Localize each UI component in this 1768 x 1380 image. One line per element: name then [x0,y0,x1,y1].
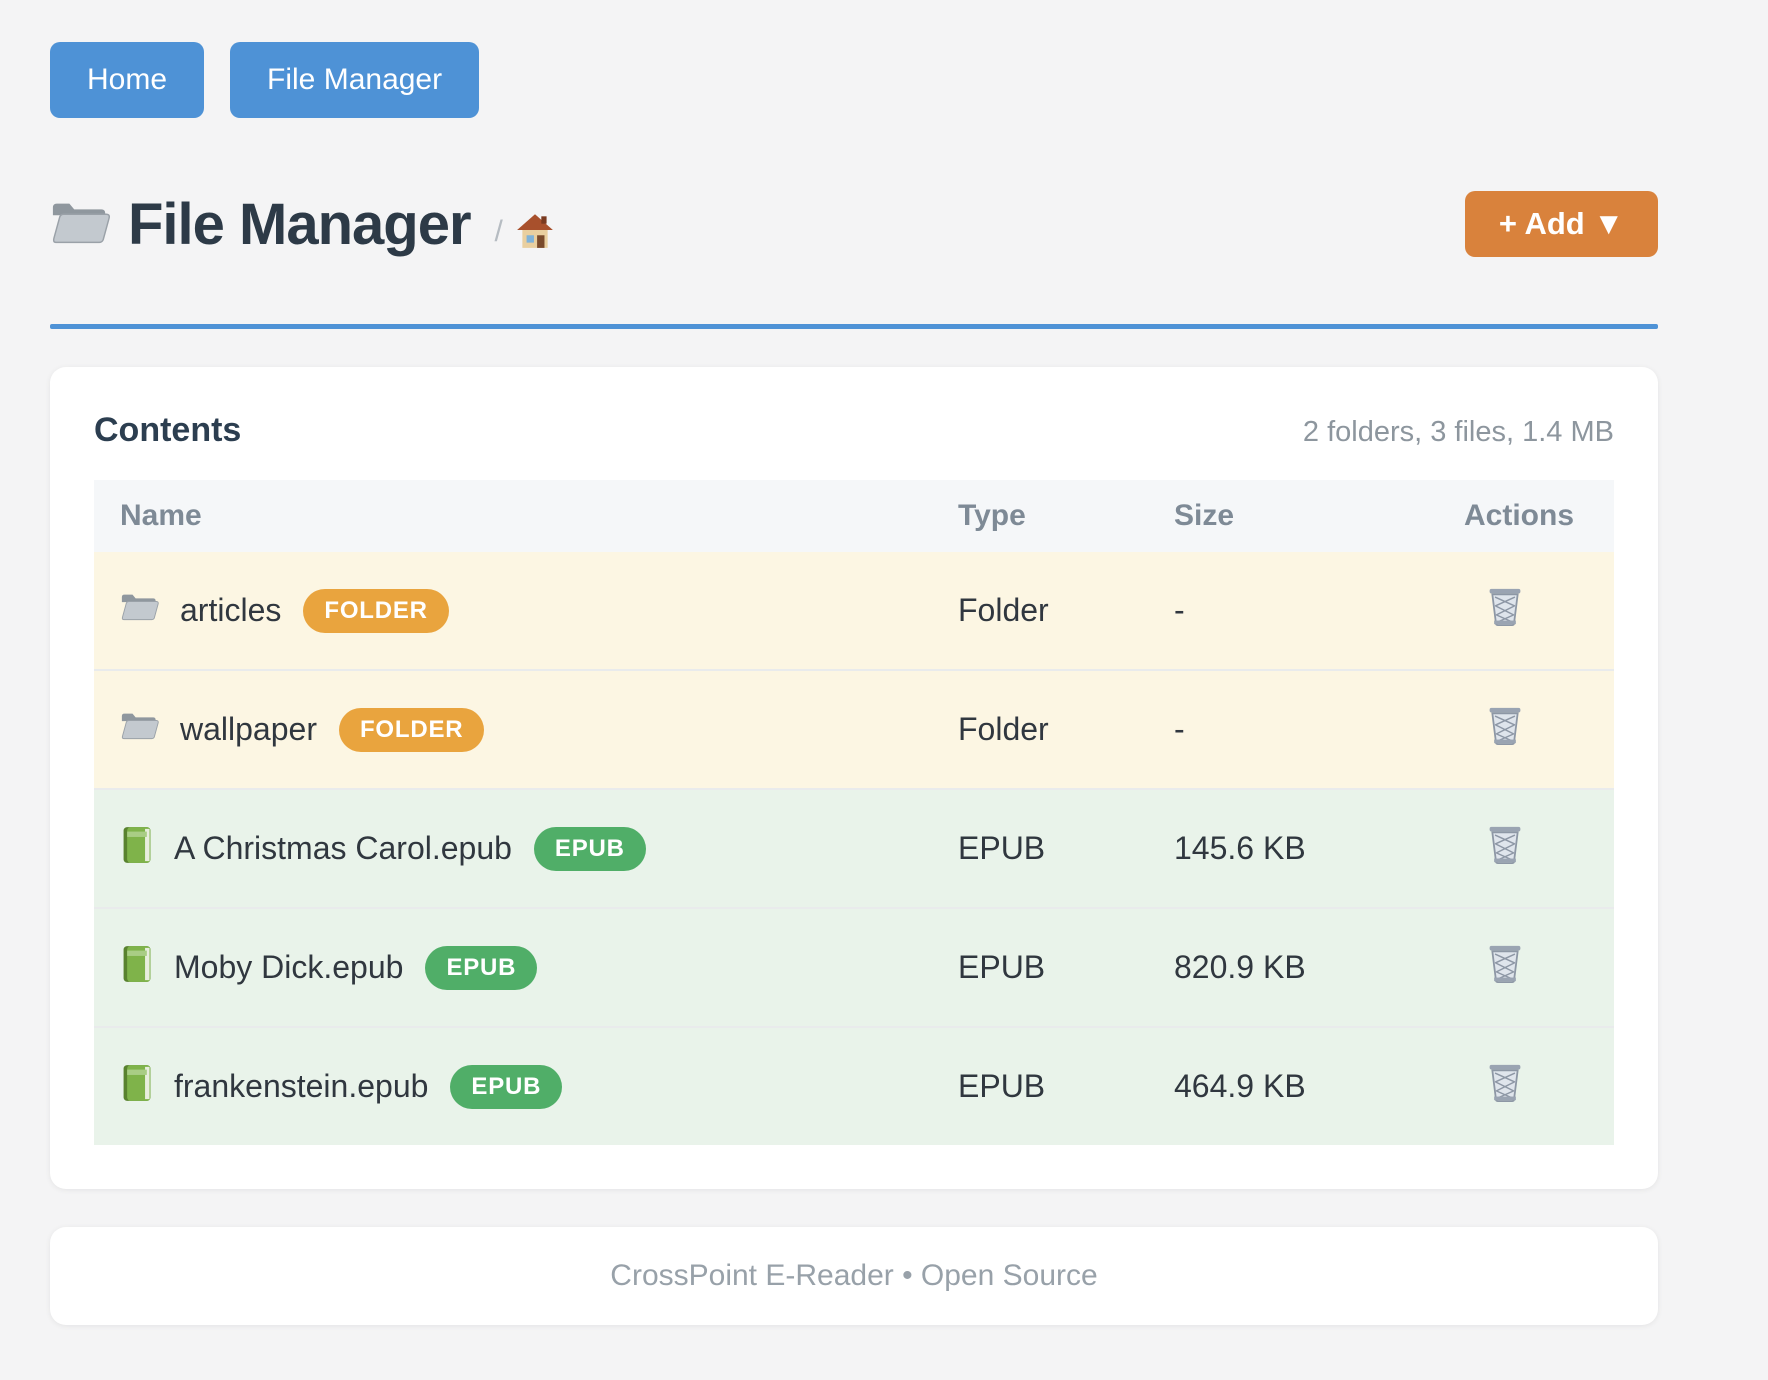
file-name-link[interactable]: articles [180,592,281,629]
file-type-cell: EPUB [958,1027,1174,1145]
trash-icon [1486,853,1524,868]
file-size-cell: - [1174,552,1464,670]
column-header-size: Size [1174,480,1464,552]
file-size-cell: 464.9 KB [1174,1027,1464,1145]
file-table: NameTypeSizeActions articles FOLDER Fold… [94,480,1614,1145]
trash-icon [1486,734,1524,749]
file-table-head-row: NameTypeSizeActions [94,480,1614,552]
house-icon[interactable] [515,210,555,255]
file-table-body: articles FOLDER Folder - wallpaper FOLDE… [94,552,1614,1145]
book-icon [120,825,154,873]
contents-card: Contents 2 folders, 3 files, 1.4 MB Name… [50,367,1658,1189]
file-name-link[interactable]: wallpaper [180,711,317,748]
trash-icon [1486,615,1524,630]
page-title: File Manager [128,191,471,258]
table-row[interactable]: wallpaper FOLDER Folder - [94,670,1614,789]
breadcrumb-separator: / [495,215,503,249]
add-button[interactable]: + Add ▼ [1465,191,1658,257]
column-header-actions: Actions [1464,480,1614,552]
table-row[interactable]: A Christmas Carol.epub EPUB EPUB 145.6 K… [94,789,1614,908]
table-row[interactable]: Moby Dick.epub EPUB EPUB 820.9 KB [94,908,1614,1027]
contents-heading: Contents [94,411,241,450]
file-name-link[interactable]: Moby Dick.epub [174,949,403,986]
folder-icon [50,197,112,252]
page-header: File Manager / + Add ▼ [50,184,1658,264]
folder-icon [120,709,160,750]
header-divider [50,324,1658,329]
footer-card: CrossPoint E-Reader • Open Source [50,1227,1658,1325]
book-icon [120,944,154,992]
book-icon [120,1063,154,1111]
table-row[interactable]: articles FOLDER Folder - [94,552,1614,670]
table-row[interactable]: frankenstein.epub EPUB EPUB 464.9 KB [94,1027,1614,1145]
file-size-cell: - [1174,670,1464,789]
file-size-cell: 145.6 KB [1174,789,1464,908]
column-header-type: Type [958,480,1174,552]
file-type-badge: FOLDER [303,589,448,633]
page: Home File Manager File Manager / + Add ▼… [50,0,1658,1325]
file-name-link[interactable]: frankenstein.epub [174,1068,428,1105]
file-type-badge: EPUB [534,827,646,871]
file-manager-button[interactable]: File Manager [230,42,479,118]
contents-summary: 2 folders, 3 files, 1.4 MB [1303,416,1614,449]
column-header-name: Name [94,480,958,552]
delete-button[interactable] [1464,1063,1524,1103]
title-group: File Manager / [50,191,555,258]
file-size-cell: 820.9 KB [1174,908,1464,1027]
file-type-cell: Folder [958,670,1174,789]
delete-button[interactable] [1464,825,1524,865]
folder-icon [120,590,160,631]
delete-button[interactable] [1464,587,1524,627]
trash-icon [1486,1091,1524,1106]
file-type-badge: FOLDER [339,708,484,752]
file-type-cell: Folder [958,552,1174,670]
file-type-badge: EPUB [450,1065,562,1109]
file-type-badge: EPUB [425,946,537,990]
file-type-cell: EPUB [958,789,1174,908]
delete-button[interactable] [1464,706,1524,746]
file-type-cell: EPUB [958,908,1174,1027]
delete-button[interactable] [1464,944,1524,984]
file-name-link[interactable]: A Christmas Carol.epub [174,830,512,867]
trash-icon [1486,972,1524,987]
contents-card-header: Contents 2 folders, 3 files, 1.4 MB [94,411,1614,450]
footer-text: CrossPoint E-Reader • Open Source [610,1259,1097,1292]
home-button[interactable]: Home [50,42,204,118]
breadcrumb: / [495,194,555,255]
top-nav: Home File Manager [50,42,1658,118]
